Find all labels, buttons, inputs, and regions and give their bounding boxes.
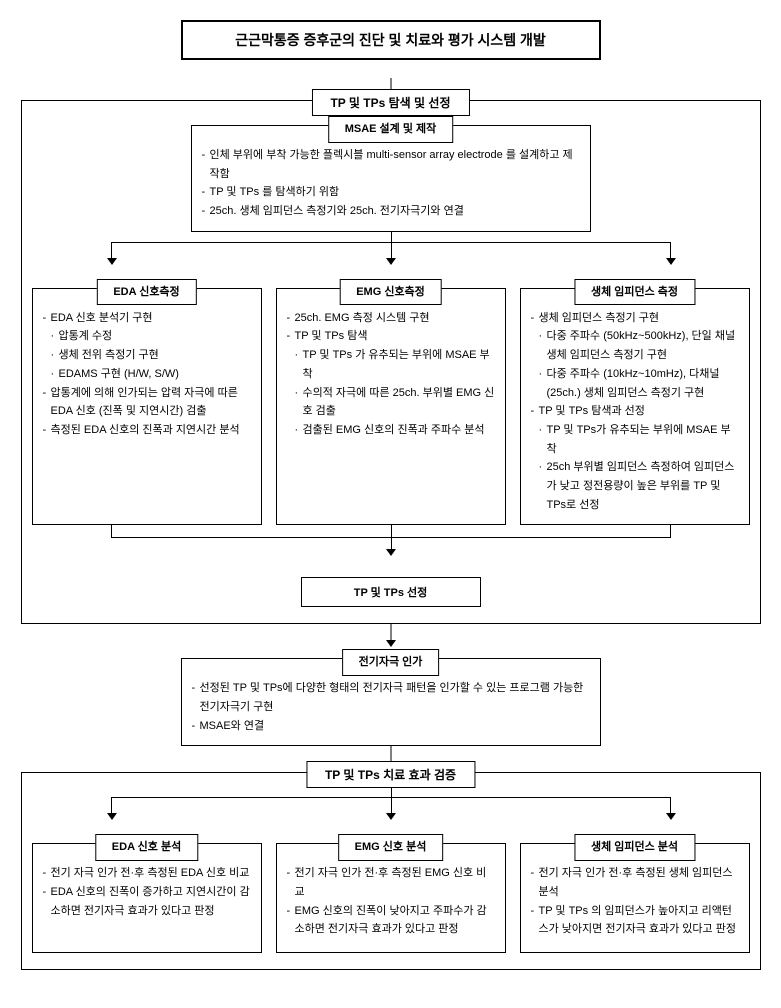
stim-title: 전기자극 인가 — [342, 649, 440, 676]
node-msae: MSAE 설계 및 제작 인체 부위에 부착 가능한 플렉시블 multi-se… — [191, 125, 591, 232]
list-item: 다중 주파수 (50kHz~500kHz), 단일 채널 생체 임피던스 측정기… — [531, 327, 739, 364]
node-stim: 전기자극 인가 선정된 TP 및 TPs에 다양한 형태의 전기자극 패턴을 인… — [181, 658, 601, 746]
list-item: 검출된 EMG 신호의 진폭과 주파수 분석 — [287, 421, 495, 440]
list-item: TP 및 TPs 의 임피던스가 높아지고 리액턴스가 낮아지면 전기자극 효과… — [531, 902, 739, 939]
list-item: 전기 자극 인가 전·후 측정된 EDA 신호 비교 — [43, 864, 251, 883]
eda-analyze-list: 전기 자극 인가 전·후 측정된 EDA 신호 비교 EDA 신호의 진폭이 증… — [43, 864, 251, 920]
eda-measure-list: EDA 신호 분석기 구현 압통계 수정 생체 전위 측정기 구현 EDAMS … — [43, 309, 251, 440]
splitter-msae-to-3 — [111, 232, 671, 260]
list-item: 생체 임피던스 측정기 구현 — [531, 309, 739, 328]
eda-measure-title: EDA 신호측정 — [96, 279, 196, 306]
node-tp-select: TP 및 TPs 선정 — [301, 577, 481, 607]
stim-wrap: 전기자극 인가 선정된 TP 및 TPs에 다양한 형태의 전기자극 패턴을 인… — [20, 658, 761, 746]
list-item: EDAMS 구현 (H/W, S/W) — [43, 365, 251, 384]
list-item: TP 및 TPs 탐색 — [287, 327, 495, 346]
list-item: 25ch 부위별 임피던스 측정하여 임피던스가 낮고 정전용량이 높은 부위를… — [531, 458, 739, 514]
node-imp-analyze: 생체 임피던스 분석 전기 자극 인가 전·후 측정된 생체 임피던스 분석 T… — [520, 843, 750, 953]
emg-analyze-list: 전기 자극 인가 전·후 측정된 EMG 신호 비교 EMG 신호의 진폭이 낮… — [287, 864, 495, 939]
list-item: 수의적 자극에 따른 25ch. 부위별 EMG 신호 검출 — [287, 384, 495, 421]
section2-title: TP 및 TPs 치료 효과 검증 — [306, 761, 475, 788]
node-emg-measure: EMG 신호측정 25ch. EMG 측정 시스템 구현 TP 및 TPs 탐색… — [276, 288, 506, 526]
list-item: TP 및 TPs 가 유추되는 부위에 MSAE 부착 — [287, 346, 495, 383]
list-item: 압통계 수정 — [43, 327, 251, 346]
node-eda-analyze: EDA 신호 분석 전기 자극 인가 전·후 측정된 EDA 신호 비교 EDA… — [32, 843, 262, 953]
list-item: 압통계에 의해 인가되는 압력 자극에 따른 EDA 신호 (진폭 및 지연시간… — [43, 384, 251, 421]
row-analysis: EDA 신호 분석 전기 자극 인가 전·후 측정된 EDA 신호 비교 EDA… — [32, 843, 750, 953]
imp-measure-title: 생체 임피던스 측정 — [574, 279, 695, 306]
section-search-select: TP 및 TPs 탐색 및 선정 MSAE 설계 및 제작 인체 부위에 부착 … — [21, 100, 761, 624]
node-emg-analyze: EMG 신호 분석 전기 자극 인가 전·후 측정된 EMG 신호 비교 EMG… — [276, 843, 506, 953]
list-item: EDA 신호의 진폭이 증가하고 지연시간이 감소하면 전기자극 효과가 있다고… — [43, 883, 251, 920]
list-item: 전기 자극 인가 전·후 측정된 생체 임피던스 분석 — [531, 864, 739, 901]
list-item: TP 및 TPs 탐색과 선정 — [531, 402, 739, 421]
list-item: 선정된 TP 및 TPs에 다양한 형태의 전기자극 패턴을 인가할 수 있는 … — [192, 679, 590, 716]
list-item: 다중 주파수 (10kHz~10mHz), 다채널 (25ch.) 생체 임피던… — [531, 365, 739, 402]
emg-analyze-title: EMG 신호 분석 — [338, 834, 444, 861]
imp-analyze-title: 생체 임피던스 분석 — [574, 834, 695, 861]
node-imp-measure: 생체 임피던스 측정 생체 임피던스 측정기 구현 다중 주파수 (50kHz~… — [520, 288, 750, 526]
emg-measure-list: 25ch. EMG 측정 시스템 구현 TP 및 TPs 탐색 TP 및 TPs… — [287, 309, 495, 440]
list-item: TP 및 TPs 를 탐색하기 위함 — [202, 183, 580, 202]
row-measurements: EDA 신호측정 EDA 신호 분석기 구현 압통계 수정 생체 전위 측정기 … — [32, 288, 750, 526]
list-item: 전기 자극 인가 전·후 측정된 EMG 신호 비교 — [287, 864, 495, 901]
list-item: 25ch. 생체 임피던스 측정기와 25ch. 전기자극기와 연결 — [202, 202, 580, 221]
node-eda-measure: EDA 신호측정 EDA 신호 분석기 구현 압통계 수정 생체 전위 측정기 … — [32, 288, 262, 526]
list-item: EDA 신호 분석기 구현 — [43, 309, 251, 328]
list-item: 생체 전위 측정기 구현 — [43, 346, 251, 365]
list-item: MSAE와 연결 — [192, 717, 590, 736]
msae-wrap: MSAE 설계 및 제작 인체 부위에 부착 가능한 플렉시블 multi-se… — [32, 125, 750, 232]
imp-analyze-list: 전기 자극 인가 전·후 측정된 생체 임피던스 분석 TP 및 TPs 의 임… — [531, 864, 739, 939]
stim-list: 선정된 TP 및 TPs에 다양한 형태의 전기자극 패턴을 인가할 수 있는 … — [192, 679, 590, 735]
list-item: 25ch. EMG 측정 시스템 구현 — [287, 309, 495, 328]
msae-title: MSAE 설계 및 제작 — [328, 116, 454, 143]
list-item: 측정된 EDA 신호의 진폭과 지연시간 분석 — [43, 421, 251, 440]
list-item: TP 및 TPs가 유추되는 부위에 MSAE 부착 — [531, 421, 739, 458]
emg-measure-title: EMG 신호측정 — [339, 279, 442, 306]
list-item: 인체 부위에 부착 가능한 플렉시블 multi-sensor array el… — [202, 146, 580, 183]
eda-analyze-title: EDA 신호 분석 — [95, 834, 198, 861]
main-title: 근근막통증 증후군의 진단 및 치료와 평가 시스템 개발 — [181, 20, 601, 60]
root-diagram: 근근막통증 증후군의 진단 및 치료와 평가 시스템 개발 TP 및 TPs 탐… — [20, 20, 761, 970]
msae-list: 인체 부위에 부착 가능한 플렉시블 multi-sensor array el… — [202, 146, 580, 221]
merger-3-to-select — [111, 525, 671, 551]
section1-title: TP 및 TPs 탐색 및 선정 — [311, 89, 469, 116]
list-item: EMG 신호의 진폭이 낮아지고 주파수가 감소하면 전기자극 효과가 있다고 … — [287, 902, 495, 939]
imp-measure-list: 생체 임피던스 측정기 구현 다중 주파수 (50kHz~500kHz), 단일… — [531, 309, 739, 515]
splitter-section2 — [111, 787, 671, 815]
section-effect-verify: TP 및 TPs 치료 효과 검증 EDA 신호 분석 전기 자극 인가 전·후… — [21, 772, 761, 970]
